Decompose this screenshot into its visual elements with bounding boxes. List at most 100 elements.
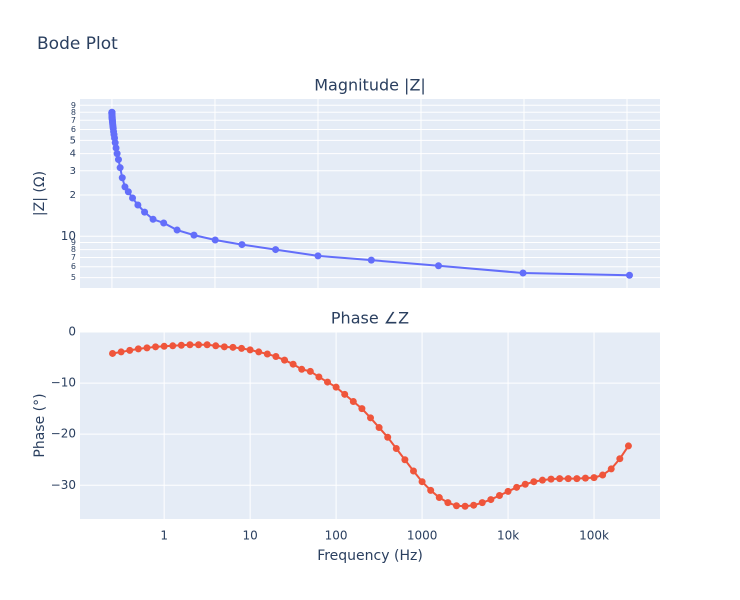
data-point	[452, 502, 460, 510]
y-tick-label: 4	[70, 149, 76, 160]
data-point	[324, 378, 332, 386]
data-point	[315, 373, 323, 381]
data-point	[470, 501, 478, 509]
y-tick-label: 5	[71, 273, 76, 282]
data-point	[599, 471, 607, 479]
y-tick-label: −10	[51, 376, 76, 390]
data-point	[152, 343, 160, 351]
data-point	[607, 465, 615, 473]
y-axis-label: |Z| (Ω)	[32, 171, 48, 216]
data-point	[112, 144, 120, 152]
data-point	[538, 476, 546, 484]
data-point	[625, 271, 633, 279]
y-tick-label: 6	[71, 262, 76, 271]
y-tick-label: 0	[68, 325, 76, 339]
data-point	[349, 397, 357, 405]
subplot-title: Magnitude |Z|	[314, 76, 426, 95]
data-point	[246, 346, 254, 354]
y-tick-label: 10	[61, 229, 76, 243]
data-point	[434, 262, 442, 270]
y-tick-label: 7	[71, 253, 76, 262]
data-point	[409, 467, 417, 475]
data-point	[461, 502, 469, 510]
data-point	[581, 474, 589, 482]
data-point	[238, 241, 246, 249]
data-point	[272, 246, 280, 254]
data-point	[547, 475, 555, 483]
data-point	[341, 390, 349, 398]
data-point	[306, 367, 314, 375]
y-tick-label: −20	[51, 427, 76, 441]
data-point	[435, 494, 443, 502]
data-point	[530, 478, 538, 486]
data-point	[143, 344, 151, 352]
data-point	[519, 269, 527, 277]
data-point	[392, 444, 400, 452]
data-point	[126, 346, 134, 354]
data-point	[255, 348, 263, 356]
data-point	[109, 349, 117, 357]
data-point	[556, 475, 564, 483]
plot-area	[80, 332, 660, 519]
y-tick-label: 2	[70, 190, 76, 201]
data-point	[384, 433, 392, 441]
data-point	[124, 188, 132, 196]
data-point	[418, 478, 426, 486]
data-point	[116, 164, 124, 172]
data-point	[504, 487, 512, 495]
data-point	[195, 341, 203, 349]
data-point	[173, 226, 181, 234]
data-point	[160, 342, 168, 350]
data-point	[590, 474, 598, 482]
y-tick-label: 8	[71, 108, 76, 117]
data-point	[134, 345, 142, 353]
data-point	[272, 353, 280, 361]
data-point	[177, 341, 185, 349]
data-point	[521, 480, 529, 488]
subplot-title: Phase ∠Z	[331, 309, 409, 328]
data-point	[367, 414, 375, 422]
data-point	[169, 342, 177, 350]
data-point	[111, 139, 119, 147]
data-point	[513, 483, 521, 491]
data-point	[573, 475, 581, 483]
data-point	[238, 344, 246, 352]
x-tick-label: 10k	[497, 529, 519, 543]
plot-area	[80, 99, 660, 288]
data-point	[121, 183, 129, 191]
data-point	[487, 496, 495, 504]
data-point	[427, 486, 435, 494]
data-point	[478, 499, 486, 507]
y-tick-label: 7	[71, 116, 76, 125]
data-point	[375, 424, 383, 432]
data-point	[495, 491, 503, 499]
data-point	[367, 256, 375, 264]
data-point	[212, 342, 220, 350]
x-axis-label: Frequency (Hz)	[317, 548, 423, 564]
data-point	[332, 383, 340, 391]
y-tick-label: 9	[71, 238, 76, 247]
data-point	[118, 174, 126, 182]
data-point	[190, 231, 198, 239]
data-point	[114, 156, 122, 164]
data-point	[229, 343, 237, 351]
data-point	[220, 343, 228, 351]
data-point	[203, 341, 211, 349]
data-point	[129, 194, 137, 202]
data-point	[314, 252, 322, 260]
x-tick-label: 1000	[407, 529, 438, 543]
chart-title: Bode Plot	[37, 34, 118, 54]
y-tick-label: −30	[51, 478, 76, 492]
y-tick-label: 9	[71, 101, 76, 110]
data-point	[113, 150, 121, 158]
data-point	[117, 348, 125, 356]
x-tick-label: 10	[242, 529, 257, 543]
data-point	[444, 499, 452, 507]
data-point	[134, 201, 142, 209]
y-tick-label: 6	[71, 125, 76, 134]
x-tick-label: 100k	[579, 529, 609, 543]
x-tick-label: 1	[160, 529, 168, 543]
data-point	[186, 341, 194, 349]
data-point	[160, 219, 168, 227]
